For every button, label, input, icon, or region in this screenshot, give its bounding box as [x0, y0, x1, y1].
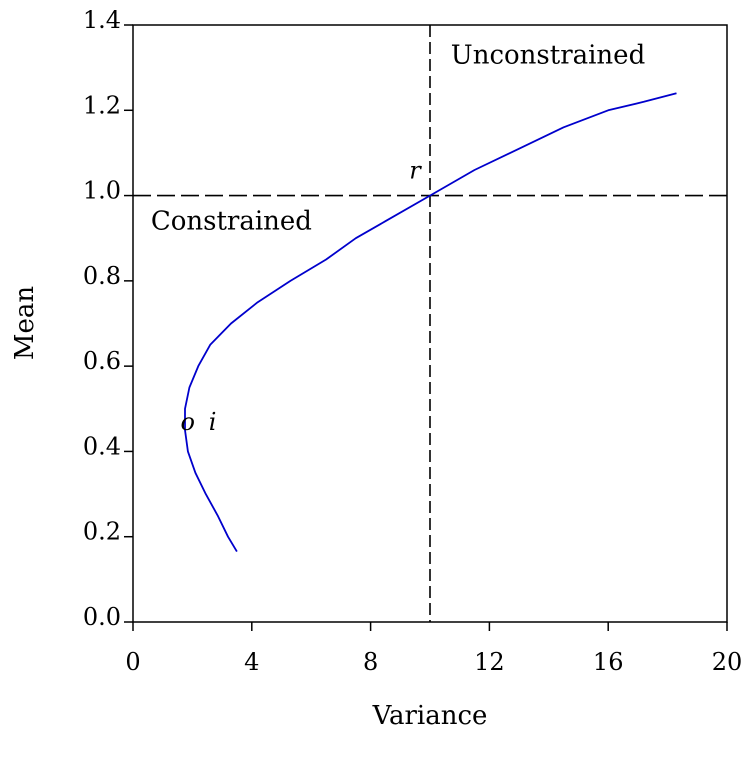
- x-tick-label: 4: [244, 648, 259, 676]
- x-tick-label: 20: [712, 648, 743, 676]
- y-tick-label: 1.0: [83, 177, 121, 205]
- x-tick-label: 0: [125, 648, 140, 676]
- series-line: [184, 92, 677, 553]
- y-axis-title: Mean: [10, 286, 40, 361]
- annotations: Unconstrained Constrained r o i: [151, 40, 645, 436]
- y-tick-label: 0.0: [83, 603, 121, 631]
- annotation-i: i: [209, 408, 217, 436]
- y-tick-label: 0.8: [83, 262, 121, 290]
- y-axis: 0.0 0.2 0.4 0.6 0.8 1.0 1.2 1.4: [83, 6, 133, 631]
- x-tick-label: 8: [363, 648, 378, 676]
- annotation-o: o: [181, 408, 195, 436]
- series-layer: [184, 92, 677, 553]
- annotation-r: r: [409, 157, 422, 185]
- x-tick-label: 12: [474, 648, 505, 676]
- x-axis: 0 4 8 12 16 20: [125, 622, 742, 676]
- y-tick-label: 0.6: [83, 347, 121, 375]
- x-axis-title: Variance: [372, 701, 488, 731]
- y-tick-label: 0.4: [83, 432, 121, 460]
- y-tick-label: 1.2: [83, 91, 121, 119]
- y-tick-label: 1.4: [83, 6, 121, 34]
- annotation-constrained: Constrained: [151, 207, 312, 237]
- y-tick-label: 0.2: [83, 518, 121, 546]
- annotation-unconstrained: Unconstrained: [451, 40, 645, 70]
- x-tick-label: 16: [593, 648, 624, 676]
